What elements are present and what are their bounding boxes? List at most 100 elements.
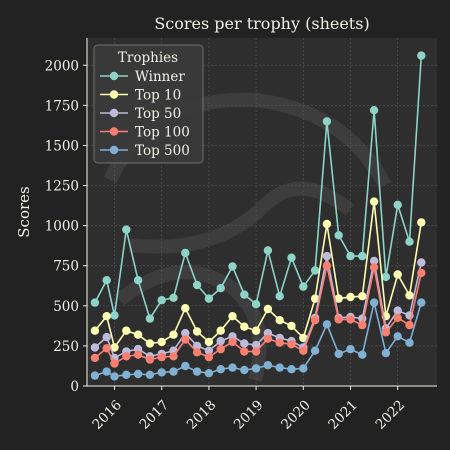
legend-marker-icon bbox=[109, 90, 119, 99]
legend-label: Top 50 bbox=[135, 106, 181, 122]
data-point-top-500 bbox=[240, 365, 249, 375]
data-point-top-10 bbox=[310, 294, 320, 303]
data-point-winner bbox=[275, 292, 284, 301]
data-point-top-100 bbox=[251, 347, 261, 356]
data-point-top-100 bbox=[369, 263, 379, 272]
data-point-top-500 bbox=[228, 363, 237, 372]
data-point-top-100 bbox=[334, 315, 343, 324]
y-tick-label: 1000 bbox=[45, 219, 79, 235]
data-point-top-500 bbox=[299, 364, 308, 373]
data-point-top-10 bbox=[251, 326, 261, 335]
series-layer bbox=[90, 51, 426, 381]
data-point-top-100 bbox=[322, 261, 332, 270]
data-point-top-100 bbox=[393, 313, 402, 322]
data-point-top-500 bbox=[192, 367, 202, 376]
data-point-top-10 bbox=[169, 330, 178, 339]
data-point-top-100 bbox=[287, 340, 296, 349]
data-point-top-10 bbox=[228, 312, 237, 321]
data-point-winner bbox=[405, 237, 414, 246]
data-point-top-10 bbox=[204, 337, 214, 347]
data-point-top-100 bbox=[90, 353, 100, 363]
data-point-top-50 bbox=[90, 343, 100, 352]
data-point-top-500 bbox=[145, 370, 155, 379]
data-point-top-100 bbox=[310, 316, 320, 325]
data-point-top-50 bbox=[102, 332, 111, 342]
data-point-winner bbox=[299, 282, 308, 291]
data-point-top-500 bbox=[133, 369, 143, 379]
legend-label: Top 500 bbox=[135, 143, 190, 159]
data-point-top-100 bbox=[405, 320, 414, 330]
data-point-top-500 bbox=[358, 350, 367, 359]
data-point-winner bbox=[417, 51, 426, 60]
data-point-top-100 bbox=[275, 338, 284, 347]
data-point-top-100 bbox=[204, 352, 214, 362]
data-point-top-500 bbox=[110, 372, 119, 381]
data-point-winner bbox=[251, 300, 261, 309]
data-point-top-500 bbox=[405, 338, 414, 347]
data-point-winner bbox=[145, 314, 155, 323]
legend-marker-icon bbox=[109, 127, 119, 136]
data-point-top-500 bbox=[381, 348, 391, 358]
data-point-top-50 bbox=[369, 256, 379, 266]
data-point-top-10 bbox=[240, 322, 249, 331]
series-top-100 bbox=[90, 261, 426, 368]
data-point-top-500 bbox=[169, 367, 178, 376]
data-point-top-50 bbox=[192, 341, 202, 351]
data-point-top-500 bbox=[334, 349, 343, 359]
legend-item-top-100: Top 100 bbox=[100, 125, 190, 141]
legend-label: Top 100 bbox=[135, 125, 190, 141]
data-point-winner bbox=[393, 200, 402, 209]
data-point-top-500 bbox=[322, 320, 332, 329]
data-point-top-500 bbox=[263, 361, 273, 370]
data-point-top-500 bbox=[251, 364, 261, 373]
data-point-winner bbox=[322, 117, 332, 126]
data-point-top-10 bbox=[358, 292, 367, 301]
data-point-top-500 bbox=[346, 344, 355, 354]
data-point-winner bbox=[369, 106, 379, 115]
data-point-top-50 bbox=[181, 328, 190, 338]
data-point-top-10 bbox=[110, 343, 119, 352]
data-point-top-10 bbox=[157, 337, 166, 347]
data-point-top-10 bbox=[299, 333, 308, 343]
data-point-winner bbox=[122, 225, 131, 234]
data-point-winner bbox=[192, 280, 202, 290]
legend-marker-icon bbox=[109, 145, 119, 155]
series-top-500 bbox=[90, 298, 426, 381]
legend-item-winner: Winner bbox=[100, 69, 185, 85]
data-point-top-50 bbox=[251, 340, 261, 350]
data-point-top-10 bbox=[393, 270, 402, 279]
data-point-top-500 bbox=[369, 298, 379, 307]
legend-label: Top 10 bbox=[135, 88, 181, 104]
y-axis-label: Scores bbox=[15, 186, 33, 237]
legend-item-top-50: Top 50 bbox=[100, 106, 181, 122]
data-point-winner bbox=[204, 294, 214, 303]
y-tick-label: 750 bbox=[53, 259, 79, 275]
data-point-top-50 bbox=[204, 346, 214, 355]
legend-label: Winner bbox=[135, 69, 185, 85]
data-point-top-10 bbox=[405, 291, 414, 300]
data-point-top-500 bbox=[181, 361, 190, 371]
data-point-top-100 bbox=[133, 350, 143, 359]
data-point-top-100 bbox=[122, 352, 131, 361]
data-point-top-500 bbox=[122, 370, 131, 379]
series-winner bbox=[90, 51, 426, 323]
data-point-top-10 bbox=[369, 197, 379, 206]
data-point-top-100 bbox=[358, 320, 367, 330]
data-point-top-10 bbox=[181, 304, 190, 313]
data-point-top-10 bbox=[263, 304, 273, 314]
data-point-top-10 bbox=[90, 326, 100, 335]
legend-box bbox=[93, 44, 204, 164]
data-point-top-500 bbox=[102, 367, 111, 376]
data-point-top-100 bbox=[216, 344, 225, 354]
data-point-top-50 bbox=[240, 339, 249, 348]
y-tick-label: 0 bbox=[70, 379, 79, 395]
data-point-top-100 bbox=[240, 347, 249, 356]
data-point-top-10 bbox=[216, 326, 225, 335]
data-point-top-10 bbox=[133, 330, 143, 339]
data-point-winner bbox=[228, 262, 237, 271]
data-point-top-10 bbox=[346, 292, 355, 302]
data-point-top-50 bbox=[417, 258, 426, 267]
data-point-winner bbox=[181, 248, 190, 258]
data-point-winner bbox=[216, 284, 225, 293]
